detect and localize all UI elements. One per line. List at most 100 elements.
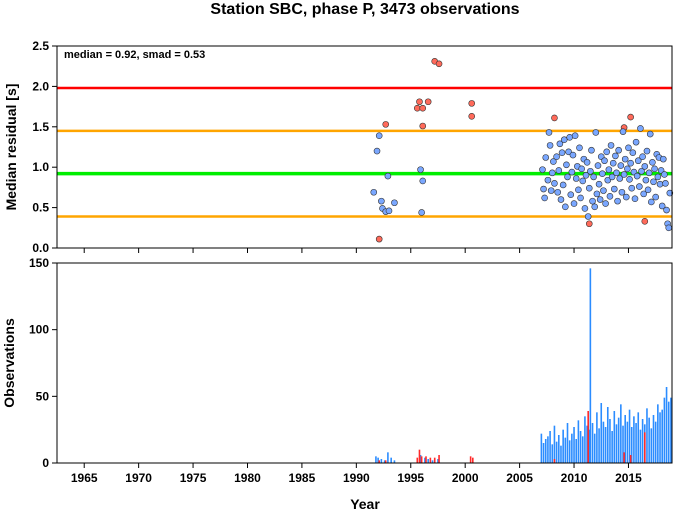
residual-point	[541, 194, 548, 202]
observation-bar	[620, 404, 622, 463]
residual-point	[419, 104, 427, 112]
residual-point	[565, 148, 572, 156]
observation-bar	[437, 459, 439, 463]
residual-point	[637, 125, 644, 132]
observation-bar	[378, 460, 380, 463]
residual-point	[654, 173, 662, 181]
residual-point	[643, 147, 651, 155]
residual-plot-frame	[57, 46, 672, 248]
observation-bar	[438, 455, 440, 463]
residual-point	[625, 144, 632, 152]
observation-bar	[661, 409, 664, 463]
observation-bar	[613, 411, 616, 463]
observation-bar	[606, 407, 609, 463]
residual-point	[583, 159, 591, 166]
residual-point	[559, 181, 567, 189]
x-tick-label: 1995	[397, 471, 424, 485]
observation-bar	[562, 429, 564, 463]
residual-point	[384, 172, 392, 180]
observation-bar	[549, 431, 551, 463]
observation-bar	[650, 428, 653, 463]
residual-point	[662, 180, 669, 187]
residual-point	[557, 196, 565, 203]
residual-point	[606, 192, 614, 200]
residual-point	[640, 190, 647, 198]
observation-bar	[566, 423, 569, 463]
residual-point	[605, 166, 613, 173]
observation-bar	[429, 457, 432, 463]
observation-bar	[630, 427, 633, 463]
observation-bar	[624, 415, 626, 463]
observation-bar	[542, 443, 545, 463]
residual-point	[558, 149, 566, 156]
observations-y-axis-label: Observations	[1, 318, 17, 408]
x-tick-label: 2015	[615, 471, 642, 485]
observation-bar	[584, 416, 586, 463]
x-tick-label: 2000	[452, 471, 479, 485]
residual-point	[632, 138, 640, 146]
residual-point	[382, 121, 390, 128]
residual-point	[370, 188, 378, 196]
observation-bar	[384, 460, 387, 463]
observation-bar	[609, 419, 611, 463]
residual-point	[413, 104, 421, 112]
observation-bar	[604, 427, 607, 463]
observation-bar	[387, 452, 389, 463]
observation-bar	[377, 457, 379, 463]
residual-point	[546, 142, 554, 149]
residual-point	[627, 113, 634, 121]
residual-plot-border	[56, 45, 673, 249]
residual-point	[645, 169, 653, 177]
observation-bar	[586, 425, 588, 463]
residual-point	[659, 155, 667, 163]
residual-point	[540, 185, 547, 193]
observation-bar	[416, 457, 419, 463]
residual-point	[663, 206, 670, 214]
residual-point	[634, 157, 642, 165]
observations-plot-border	[56, 262, 673, 464]
residual-point	[621, 155, 629, 163]
observation-bar	[622, 425, 624, 463]
observation-bar	[568, 440, 571, 463]
residual-point	[418, 209, 425, 216]
residual-point	[601, 157, 608, 165]
observation-bar	[553, 459, 556, 463]
residual-point	[568, 168, 576, 176]
residual-points	[370, 58, 674, 243]
observation-bar	[596, 412, 598, 463]
residual-point	[578, 165, 585, 173]
residual-point	[650, 178, 657, 186]
residual-point	[603, 148, 610, 156]
residual-point	[593, 190, 601, 198]
residual-point	[612, 152, 619, 160]
residual-point	[649, 159, 656, 166]
residual-point	[595, 180, 603, 188]
observation-bar	[600, 403, 603, 463]
observation-bar	[663, 397, 666, 463]
median-annotation: median = 0.92, smad = 0.53	[64, 49, 205, 61]
residual-point	[611, 185, 618, 193]
residual-point	[385, 207, 393, 215]
observation-bar	[418, 449, 421, 463]
residual-point	[642, 176, 650, 184]
observation-bar	[646, 408, 648, 463]
observation-bar	[635, 423, 637, 463]
residual-point	[607, 142, 615, 149]
observation-bars	[375, 268, 672, 463]
year-x-axis-label: Year	[350, 496, 380, 511]
observation-bar	[657, 404, 659, 463]
y-tick-label: 2.5	[32, 39, 49, 53]
observation-bar	[575, 439, 578, 463]
observation-bar	[555, 441, 558, 463]
observation-bar	[424, 457, 426, 463]
y-tick-label: 150	[29, 256, 49, 270]
observation-bar	[390, 457, 392, 463]
residual-point	[550, 158, 557, 165]
observation-bar	[587, 411, 589, 463]
residual-point	[651, 165, 658, 173]
residual-point	[563, 161, 570, 169]
residual-point	[639, 153, 646, 160]
residual-point	[592, 129, 600, 136]
observation-bar	[540, 433, 543, 463]
